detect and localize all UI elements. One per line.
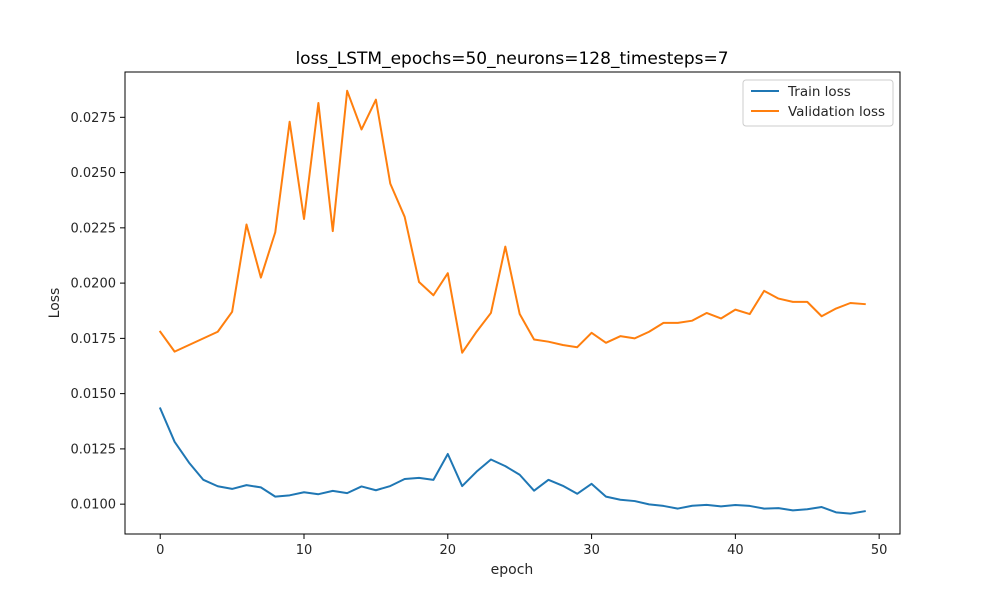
y-axis: 0.0100 0.0125 0.0150 0.0175 0.0200 0.0225 0.02… bbox=[71, 111, 125, 513]
y-tick-label: 0.0175 bbox=[71, 332, 117, 347]
x-axis: 0 10 20 30 40 50 bbox=[156, 534, 887, 558]
legend-label-validation-loss: Validation loss bbox=[788, 104, 885, 120]
y-axis-label: Loss bbox=[47, 288, 63, 319]
y-tick-label: 0.0225 bbox=[71, 221, 117, 236]
x-axis-label: epoch bbox=[491, 562, 534, 578]
x-tick-label: 40 bbox=[727, 543, 744, 558]
x-tick-label: 30 bbox=[583, 543, 600, 558]
x-tick-label: 20 bbox=[440, 543, 457, 558]
chart-title: loss_LSTM_epochs=50_neurons=128_timestep… bbox=[295, 49, 728, 69]
y-tick-label: 0.0275 bbox=[71, 111, 117, 126]
y-tick-label: 0.0150 bbox=[71, 387, 117, 402]
x-tick-label: 50 bbox=[871, 543, 888, 558]
legend-box bbox=[742, 79, 894, 127]
y-tick-label: 0.0100 bbox=[71, 498, 117, 513]
y-tick-label: 0.0200 bbox=[71, 277, 117, 292]
y-tick-label: 0.0125 bbox=[71, 442, 117, 457]
series-lines bbox=[158, 89, 866, 515]
plot-area bbox=[124, 71, 901, 535]
y-tick-label: 0.0250 bbox=[71, 166, 117, 181]
legend-label-train-loss: Train loss bbox=[787, 84, 851, 100]
series-line-validation-loss bbox=[158, 89, 866, 354]
x-tick-label: 10 bbox=[296, 543, 313, 558]
series-line-train-loss bbox=[158, 407, 866, 515]
legend: Train loss Validation loss bbox=[742, 79, 894, 127]
x-tick-label: 0 bbox=[156, 543, 164, 558]
